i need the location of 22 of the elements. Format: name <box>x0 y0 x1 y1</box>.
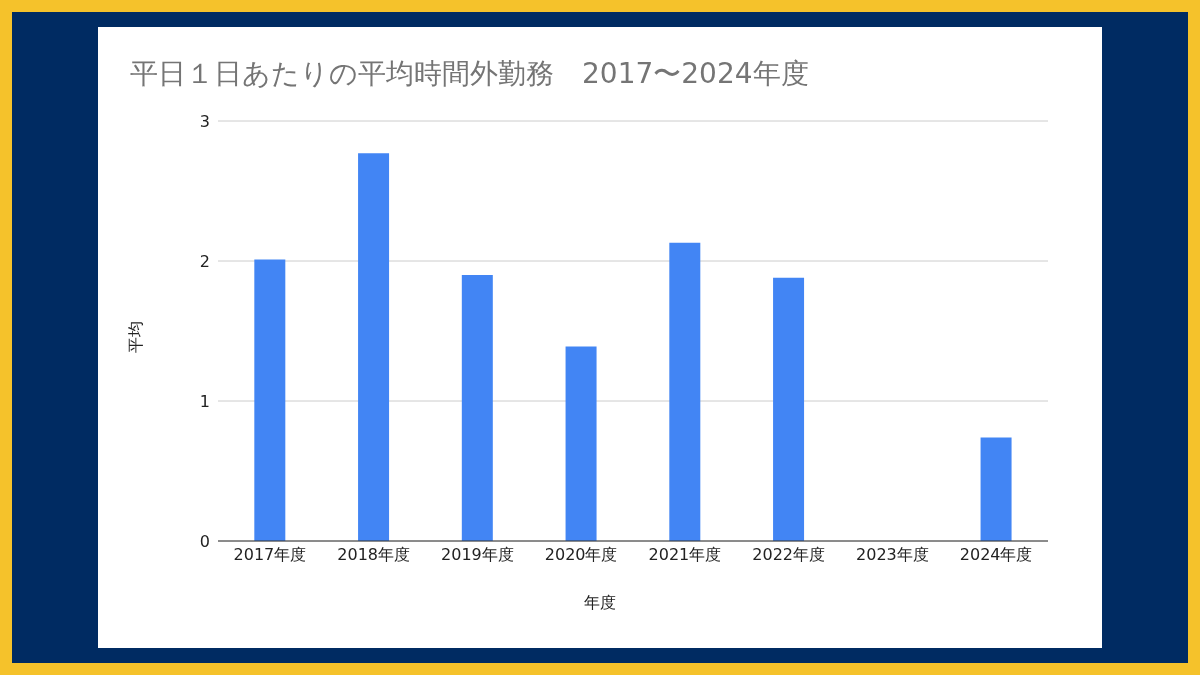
x-tick-label: 2017年度 <box>233 545 307 565</box>
y-axis-title: 平均 <box>126 321 146 353</box>
bar <box>773 277 805 541</box>
bar <box>980 437 1012 541</box>
y-tick-label: 2 <box>199 251 210 271</box>
bar <box>461 275 493 541</box>
x-tick-label: 2024年度 <box>959 545 1033 565</box>
x-tick-label: 2021年度 <box>648 545 722 565</box>
y-tick-label: 1 <box>199 391 210 411</box>
x-tick-label: 2018年度 <box>337 545 410 565</box>
x-tick-label: 2019年度 <box>441 545 514 565</box>
bar <box>669 242 701 541</box>
bar <box>565 346 597 541</box>
x-axis-title: 年度 <box>583 593 617 614</box>
bar <box>358 153 390 541</box>
y-tick-label: 3 <box>199 111 210 131</box>
bar <box>254 259 286 541</box>
y-tick-label: 0 <box>199 531 210 551</box>
x-tick-label: 2023年度 <box>856 545 929 565</box>
chart-title: 平日１日あたりの平均時間外勤務 2017〜2024年度 <box>130 56 809 92</box>
x-tick-label: 2020年度 <box>544 545 618 565</box>
x-tick-label: 2022年度 <box>752 545 825 565</box>
